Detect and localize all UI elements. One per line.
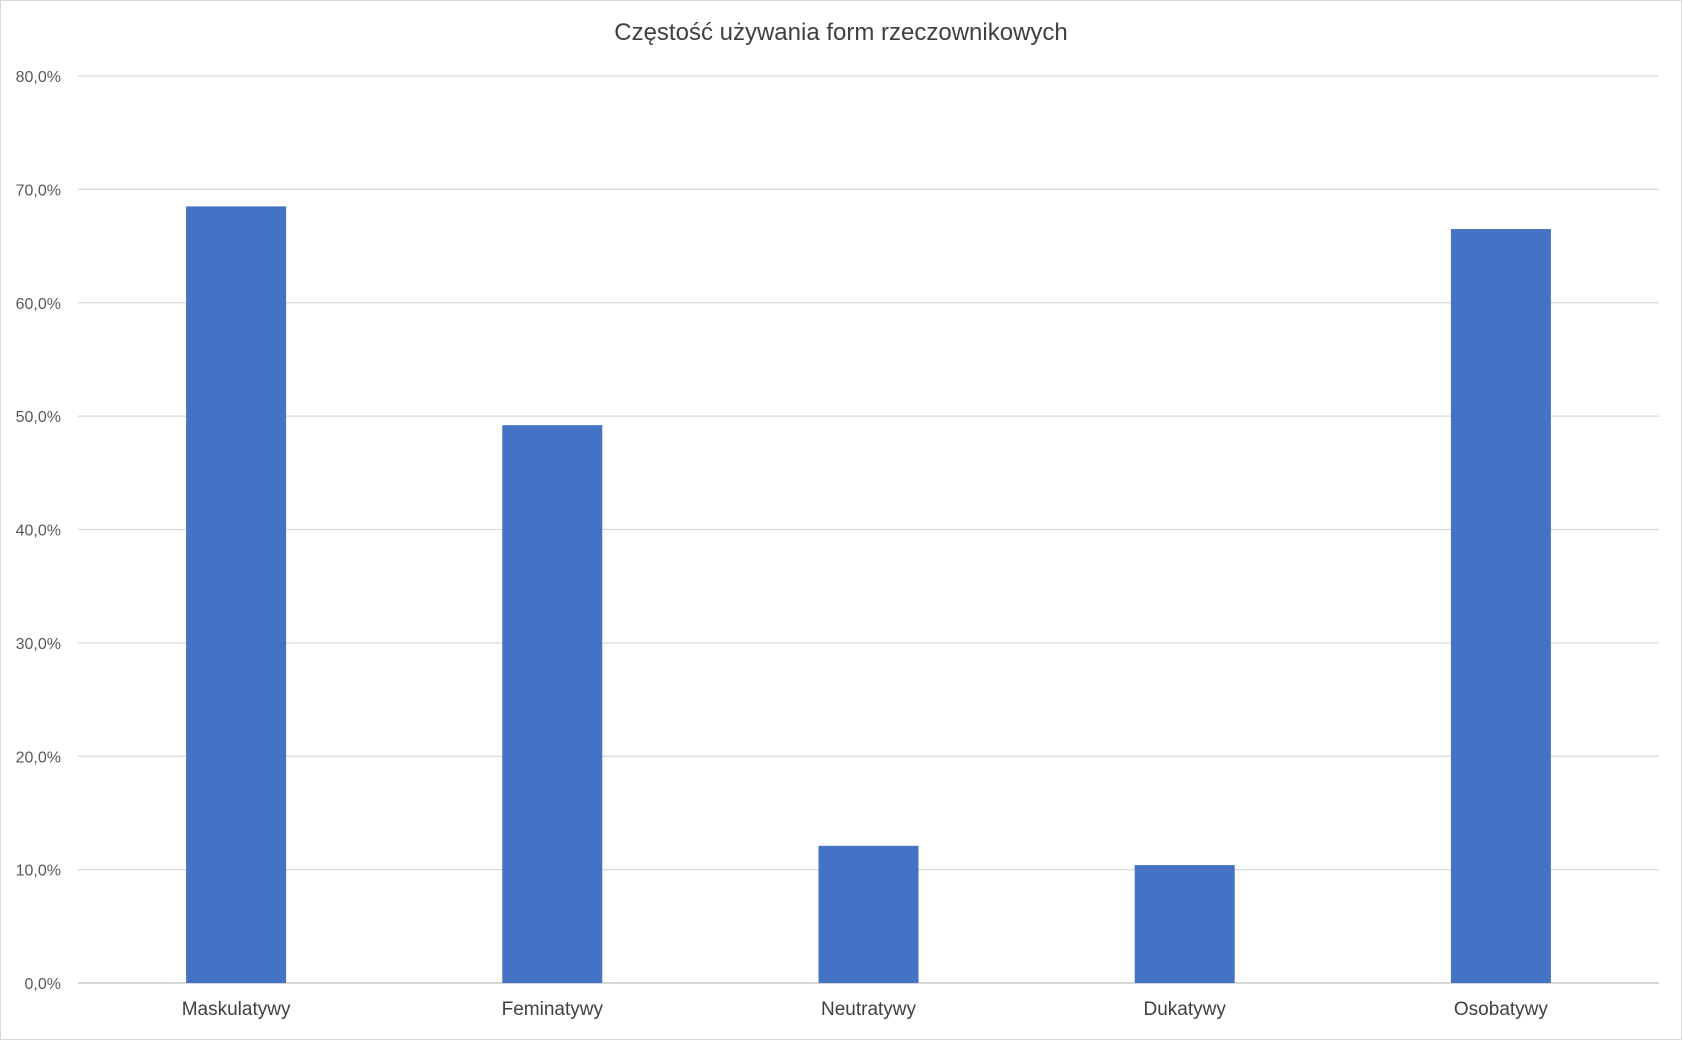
y-tick-label: 0,0% <box>25 976 61 993</box>
bar-feminatywy <box>502 425 603 983</box>
x-category-label: Maskulatywy <box>182 999 291 1020</box>
y-tick-label: 10,0% <box>16 863 61 880</box>
x-category-label: Osobatywy <box>1454 999 1548 1020</box>
bar-maskulatywy <box>186 206 287 984</box>
x-axis-category-labels: Maskulatywy Feminatywy Neutratywy Dukatywy O… <box>182 999 1549 1020</box>
bar-dukatywy <box>1134 865 1235 983</box>
y-tick-label: 30,0% <box>16 636 61 653</box>
bars <box>186 206 1551 984</box>
y-tick-label: 60,0% <box>16 296 61 313</box>
y-tick-label: 50,0% <box>16 409 61 426</box>
y-axis-tick-labels: 0,0% 10,0% 20,0% 30,0% 40,0% 50,0% 60,0% 70,0% 8… <box>16 69 61 993</box>
x-category-label: Neutratywy <box>821 999 917 1020</box>
y-tick-label: 40,0% <box>16 523 61 540</box>
bar-osobatywy <box>1450 229 1551 983</box>
y-tick-label: 20,0% <box>16 749 61 766</box>
chart-title: Częstość używania form rzeczownikowych <box>614 19 1068 46</box>
y-tick-label: 70,0% <box>16 182 61 199</box>
x-category-label: Dukatywy <box>1144 999 1227 1020</box>
y-tick-label: 80,0% <box>16 69 61 86</box>
bar-neutratywy <box>818 845 919 983</box>
x-category-label: Feminatywy <box>502 999 604 1020</box>
